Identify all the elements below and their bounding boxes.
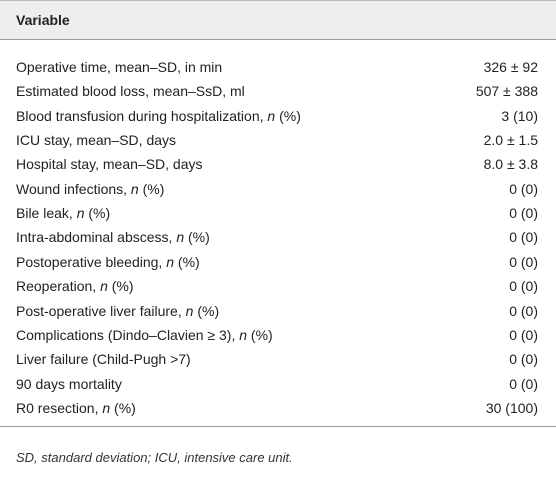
table-row: Bile leak, n (%) 0 (0): [0, 205, 556, 229]
row-label: Intra-abdominal abscess, n (%): [16, 229, 210, 245]
table-row: R0 resection, n (%) 30 (100): [0, 400, 556, 424]
label-text: n: [100, 278, 108, 295]
row-label: Bile leak, n (%): [16, 205, 110, 221]
row-value: 0 (0): [509, 302, 538, 319]
label-text: R0 resection,: [16, 399, 103, 416]
label-text: Estimated blood loss, mean–SsD, ml: [16, 83, 245, 100]
row-label: R0 resection, n (%): [16, 400, 136, 416]
row-value: 326 ± 92: [483, 59, 538, 75]
table-row: Estimated blood loss, mean–SsD, ml 507 ± …: [0, 83, 556, 107]
header-cell: Variable: [16, 12, 70, 28]
row-label: Wound infections, n (%): [16, 181, 164, 197]
table-row: Wound infections, n (%) 0 (0): [0, 181, 556, 205]
row-value: 30 (100): [485, 399, 538, 416]
row-label: Operative time, mean–SD, in min: [16, 59, 222, 75]
label-text: n: [176, 229, 185, 246]
label-text: Wound infections,: [16, 180, 131, 197]
row-label: 90 days mortality: [16, 376, 122, 392]
footnote: SD, standard deviation; ICU, intensive c…: [16, 450, 293, 465]
table-row: Postoperative bleeding, n (%) 0 (0): [0, 254, 556, 278]
label-text: (%): [193, 302, 220, 319]
row-value: 3 (10): [501, 107, 538, 124]
label-text: (%): [107, 278, 134, 295]
label-text: n: [76, 205, 85, 222]
label-text: Bile leak,: [16, 205, 77, 222]
table-row: Reoperation, n (%) 0 (0): [0, 278, 556, 302]
row-label: Liver failure (Child-Pugh >7): [16, 351, 191, 367]
row-value: 0 (0): [509, 326, 538, 343]
label-text: Reoperation,: [16, 278, 101, 295]
table-row: 90 days mortality 0 (0): [0, 376, 556, 400]
label-text: (%): [275, 107, 301, 124]
label-text: Operative time, mean–SD, in min: [16, 59, 223, 75]
label-text: n: [166, 253, 175, 270]
table-row: Operative time, mean–SD, in min 326 ± 92: [0, 59, 556, 83]
label-text: (%): [174, 253, 200, 270]
table-row: Intra-abdominal abscess, n (%) 0 (0): [0, 229, 556, 253]
header-row: [0, 0, 556, 40]
row-label: Postoperative bleeding, n (%): [16, 254, 200, 270]
label-text: (%): [247, 326, 273, 343]
label-text: Hospital stay, mean–SD, days: [16, 156, 203, 173]
row-label: Complications (Dindo–Clavien ≥ 3), n (%): [16, 327, 273, 343]
table-row: Complications (Dindo–Clavien ≥ 3), n (%)…: [0, 327, 556, 351]
row-value: 0 (0): [509, 278, 538, 295]
label-text: Post-operative liver failure,: [16, 302, 186, 319]
row-value: 2.0 ± 1.5: [483, 132, 538, 149]
row-value: 0 (0): [509, 180, 538, 197]
row-value: 8.0 ± 3.8: [483, 156, 538, 173]
label-text: Blood transfusion during hospitalization…: [16, 107, 268, 124]
table-row: ICU stay, mean–SD, days 2.0 ± 1.5: [0, 132, 556, 156]
table-row: Liver failure (Child-Pugh >7) 0 (0): [0, 351, 556, 375]
row-value: 0 (0): [509, 375, 538, 392]
label-text: n: [239, 326, 248, 343]
row-label: Hospital stay, mean–SD, days: [16, 156, 203, 172]
row-value: 0 (0): [509, 205, 538, 222]
label-text: (%): [84, 205, 111, 222]
row-label: Blood transfusion during hospitalization…: [16, 108, 301, 124]
label-text: (%): [138, 180, 165, 197]
table-row: Post-operative liver failure, n (%) 0 (0): [0, 303, 556, 327]
label-text: n: [185, 302, 194, 319]
row-value: 0 (0): [509, 253, 538, 270]
label-text: Postoperative bleeding,: [16, 253, 167, 270]
table-row: Hospital stay, mean–SD, days 8.0 ± 3.8: [0, 156, 556, 180]
row-label: Post-operative liver failure, n (%): [16, 303, 219, 319]
table-row: Blood transfusion during hospitalization…: [0, 108, 556, 132]
label-text: (%): [110, 399, 136, 416]
label-text: Liver failure (Child-Pugh >7): [16, 351, 191, 368]
label-text: n: [102, 399, 111, 416]
label-text: Complications (Dindo–Clavien ≥ 3),: [16, 326, 240, 343]
bottom-rule: [0, 426, 556, 427]
row-value: 507 ± 388: [475, 83, 538, 100]
label-text: ICU stay, mean–SD, days: [16, 132, 177, 149]
row-label: Reoperation, n (%): [16, 278, 134, 294]
label-text: 90 days mortality: [16, 375, 122, 392]
label-text: (%): [184, 229, 210, 246]
row-value: 0 (0): [509, 229, 538, 246]
label-text: n: [130, 180, 139, 197]
label-text: Intra-abdominal abscess,: [16, 229, 177, 246]
row-label: ICU stay, mean–SD, days: [16, 132, 176, 148]
row-value: 0 (0): [509, 351, 538, 368]
label-text: n: [267, 107, 276, 124]
row-label: Estimated blood loss, mean–SsD, ml: [16, 83, 245, 99]
